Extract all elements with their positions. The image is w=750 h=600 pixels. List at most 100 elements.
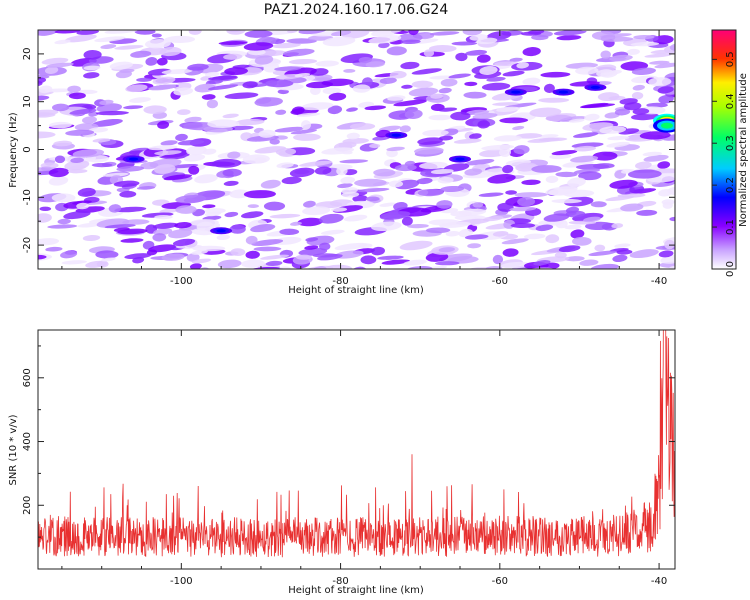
- heatmap-cell: [245, 235, 258, 245]
- heatmap-cell: [100, 44, 117, 50]
- heatmap-cell: [229, 189, 250, 199]
- heatmap-cell: [315, 77, 332, 82]
- heatmap-cell: [194, 174, 218, 184]
- heatmap-cell: [556, 35, 582, 41]
- heatmap-cell: [661, 133, 675, 141]
- heatmap-cell: [192, 245, 226, 252]
- heatmap-cell: [334, 242, 368, 251]
- heatmap-cell: [588, 250, 617, 256]
- heatmap-cell: [202, 204, 216, 209]
- heatmap-cell: [38, 213, 52, 223]
- heatmap-cell: [669, 216, 675, 222]
- heatmap-cell: [224, 92, 259, 99]
- snr-y-tick-label: 400: [22, 432, 33, 451]
- heatmap-cell: [571, 142, 604, 149]
- heatmap-cell: [662, 201, 673, 209]
- heatmap-cell: [129, 97, 151, 103]
- heatmap-cell: [478, 192, 504, 197]
- heatmap-cell: [269, 138, 280, 145]
- heatmap-cell: [438, 247, 455, 253]
- heatmap-cell: [188, 30, 202, 35]
- heatmap-cell: [474, 164, 487, 169]
- heatmap-cell: [60, 250, 78, 259]
- heatmap-cell: [400, 39, 421, 45]
- heatmap-cell: [664, 239, 675, 250]
- heatmap-cell: [515, 133, 543, 139]
- heatmap-cell: [627, 169, 662, 179]
- heatmap-cell: [102, 172, 129, 177]
- heatmap-cell: [399, 125, 411, 133]
- heatmap-cell: [481, 144, 515, 151]
- heatmap-cell: [400, 61, 420, 70]
- heatmap-cell: [352, 194, 368, 203]
- heatmap-cell: [186, 145, 207, 156]
- heatmap-cell: [44, 66, 59, 74]
- heatmap-cell: [124, 253, 152, 260]
- heatmap-cell: [277, 89, 289, 95]
- heatmap-cell: [57, 218, 71, 225]
- heatmap-cell: [401, 84, 413, 89]
- heatmap-cell: [290, 129, 318, 135]
- heatmap-cell: [154, 164, 176, 174]
- heatmap-cell: [501, 261, 532, 269]
- heatmap-cell: [451, 41, 478, 46]
- heatmap-cell: [40, 162, 59, 169]
- heatmap-cell: [154, 214, 173, 220]
- heatmap-cell: [148, 84, 177, 91]
- heatmap-cell: [657, 161, 671, 169]
- heatmap-cell: [288, 58, 318, 65]
- colorbar-ticks: 0.0 0.1 0.2 0.3 0.4 0.5: [712, 51, 736, 277]
- heatmap-cell: [303, 200, 316, 208]
- heatmap-cell: [445, 230, 461, 237]
- heatmap-cell: [379, 202, 397, 207]
- heatmap-cell: [92, 138, 111, 143]
- heatmap-cell: [464, 168, 483, 176]
- heatmap-x-axis-label: Height of straight line (km): [288, 285, 424, 296]
- heatmap-cell: [331, 30, 352, 37]
- heatmap-cell: [243, 42, 274, 51]
- heatmap-cell: [264, 79, 294, 88]
- heatmap-cell: [466, 109, 490, 115]
- heatmap-cell: [538, 134, 559, 139]
- heatmap-cell: [379, 211, 411, 220]
- heatmap-cell: [227, 151, 241, 159]
- heatmap-y-tick-label: 20: [22, 48, 33, 61]
- heatmap-cell: [378, 42, 390, 49]
- heatmap-cell: [464, 81, 478, 87]
- heatmap-cell: [275, 109, 287, 115]
- heatmap-cell: [177, 109, 191, 116]
- heatmap-cell: [143, 105, 167, 115]
- heatmap-cell: [77, 187, 96, 197]
- heatmap-cell: [404, 109, 423, 120]
- heatmap-cell: [76, 30, 99, 35]
- heatmap-cell: [575, 66, 599, 75]
- heatmap-cell: [136, 77, 152, 82]
- heatmap-cell: [200, 76, 212, 81]
- heatmap-cell: [415, 38, 439, 44]
- heatmap-y-tick-label: 0: [22, 146, 33, 152]
- heatmap-cell: [38, 131, 56, 139]
- heatmap-cell: [612, 254, 628, 263]
- heatmap-cell: [299, 160, 333, 167]
- heatmap-cell: [486, 76, 506, 82]
- heatmap-cell: [346, 132, 360, 140]
- heatmap-cell: [222, 168, 242, 177]
- heatmap-cell: [301, 120, 311, 130]
- heatmap-cell: [174, 222, 192, 229]
- heatmap-cell: [154, 150, 182, 156]
- heatmap-cell: [509, 57, 523, 62]
- heatmap-cell: [545, 186, 578, 195]
- heatmap-cell: [49, 121, 72, 129]
- heatmap-cell: [99, 99, 114, 106]
- snr-y-tick-label: 200: [22, 496, 33, 515]
- heatmap-cell: [551, 198, 583, 204]
- heatmap-cell: [82, 116, 97, 124]
- heatmap-cell: [61, 260, 87, 265]
- heatmap-cell: [467, 243, 481, 249]
- heatmap-cell: [436, 200, 453, 209]
- heatmap-cell: [358, 243, 373, 249]
- heatmap-cell: [469, 133, 482, 140]
- heatmap-cell: [411, 80, 434, 89]
- heatmap-cell: [305, 237, 319, 242]
- heatmap-cell: [393, 202, 408, 211]
